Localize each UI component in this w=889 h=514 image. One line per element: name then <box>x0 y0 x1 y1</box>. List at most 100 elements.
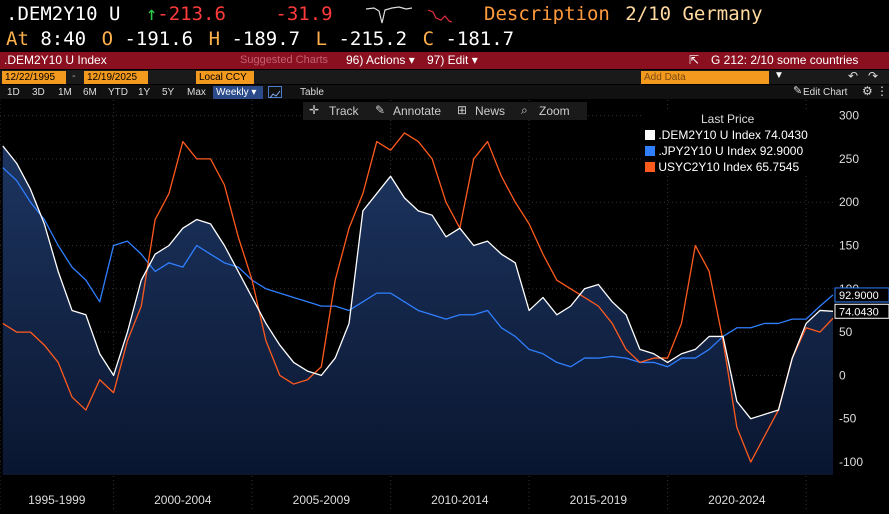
close-value: -181.7 <box>445 28 515 50</box>
zoom-button[interactable]: Zoom <box>539 104 570 118</box>
last-value-tag-label: 74.0430 <box>839 306 879 318</box>
description-value: 2/10 Germany <box>625 3 763 25</box>
description-label: Description <box>484 3 610 25</box>
export-icon[interactable]: ⇱ <box>689 53 700 67</box>
last-value-tag-box <box>834 303 889 319</box>
last-value-tag: 92.9000 <box>834 287 889 303</box>
date-separator: - <box>72 70 76 82</box>
settings-gear-icon[interactable]: ⚙ <box>862 84 873 98</box>
x-tick-label: 2020-2024 <box>708 493 766 507</box>
range-toolbar: 1D 3D 1M 6M YTD 1Y 5Y Max Weekly ▾ Table… <box>0 84 889 99</box>
price-chart[interactable]: 300250200150100500-50-100 1995-19992000-… <box>0 100 889 509</box>
last-value-tag: 74.0430 <box>834 303 889 319</box>
series-line-2 <box>2 132 834 463</box>
y-tick-label: 200 <box>839 195 859 209</box>
annotate-icon[interactable]: ✎ <box>375 103 386 117</box>
page-title: G 212: 2/10 some countries <box>711 53 859 67</box>
legend-item-dem: .DEM2Y10 U Index 74.0430 <box>645 128 808 142</box>
high-label: H <box>208 28 221 50</box>
y-tick-label: 250 <box>839 152 859 166</box>
security-bar: .DEM2Y10 U Index Suggested Charts 96) Ac… <box>0 52 889 69</box>
range-1y[interactable]: 1Y <box>138 87 151 98</box>
more-options-icon[interactable]: ⋮ <box>876 84 888 98</box>
series-line-0 <box>2 145 834 420</box>
edit-menu[interactable]: 97) Edit ▾ <box>427 53 478 67</box>
edit-chart-icon[interactable]: ✎ <box>793 85 803 97</box>
table-button[interactable]: Table <box>300 87 324 98</box>
news-icon[interactable]: ⊞ <box>457 103 468 117</box>
crosshair-icon[interactable]: ✛ <box>309 103 320 117</box>
y-tick-label: 0 <box>839 368 846 382</box>
chart-series <box>2 132 834 475</box>
mini-sparkline-white <box>365 3 413 30</box>
net-change: -31.9 <box>275 3 333 25</box>
legend-value-dem: 74.0430 <box>764 128 808 142</box>
y-tick-label: 300 <box>839 109 859 123</box>
range-5y[interactable]: 5Y <box>162 87 175 98</box>
mini-sparkline-red <box>427 6 453 29</box>
last-price: -213.6 <box>157 3 226 25</box>
add-data-input[interactable]: Add Data <box>641 71 769 84</box>
low-label: L <box>315 28 328 50</box>
x-tick-label: 1995-1999 <box>28 493 86 507</box>
last-value-tag-box <box>834 287 889 303</box>
security-index-field[interactable]: .DEM2Y10 U Index <box>4 53 107 67</box>
up-arrow-icon: ↑ <box>145 3 158 25</box>
x-tick-label: 2005-2009 <box>293 493 351 507</box>
ticker: .DEM2Y10 U <box>6 3 121 25</box>
y-tick-label: -50 <box>839 412 857 426</box>
zoom-icon[interactable]: ⌕ <box>521 103 528 117</box>
undo-icon[interactable]: ↶ <box>848 69 859 83</box>
open-label: O <box>101 28 114 50</box>
x-tick-label: 2000-2004 <box>154 493 212 507</box>
range-ytd[interactable]: YTD <box>108 87 128 98</box>
redo-icon[interactable]: ↷ <box>868 69 879 83</box>
high-value: -189.7 <box>231 28 301 50</box>
open-value: -191.6 <box>124 28 194 50</box>
x-axis: 1995-1999 2000-2004 2005-2009 2010-2014 2015… <box>28 493 766 507</box>
start-date-input[interactable]: 12/22/1995 <box>2 71 66 84</box>
quote-row-1: .DEM2Y10 U ↑-213.6 -31.9 <box>6 3 333 25</box>
range-1m[interactable]: 1M <box>58 87 72 98</box>
range-1d[interactable]: 1D <box>7 87 20 98</box>
chart-tools: ✛ Track ✎ Annotate ⊞ News ⌕ Zoom <box>303 102 587 120</box>
suggested-charts-menu[interactable]: Suggested Charts <box>240 54 329 66</box>
legend-item-jpy: .JPY2Y10 U Index 92.9000 <box>645 144 803 158</box>
legend-value-usyc: 65.7545 <box>755 160 800 174</box>
quote-header: .DEM2Y10 U ↑-213.6 -31.9 Description 2/1… <box>0 0 889 52</box>
range-6m[interactable]: 6M <box>83 87 97 98</box>
y-tick-label: -100 <box>839 455 863 469</box>
range-max[interactable]: Max <box>187 87 206 98</box>
chart-canvas[interactable]: 300250200150100500-50-100 1995-19992000-… <box>0 100 889 509</box>
end-date-input[interactable]: 12/19/2025 <box>84 71 148 84</box>
legend: Last Price .DEM2Y10 U Index 74.0430 .JPY… <box>641 110 833 176</box>
legend-value-jpy: 92.9000 <box>759 144 804 158</box>
legend-name-usyc: USYC2Y10 Index <box>658 160 753 174</box>
frequency-select[interactable]: Weekly ▾ <box>213 86 263 99</box>
line-chart-icon[interactable] <box>268 86 282 99</box>
y-tick-label: 50 <box>839 325 853 339</box>
legend-swatch-usyc <box>645 162 655 172</box>
at-label: At <box>6 28 29 50</box>
legend-swatch-jpy <box>645 146 655 156</box>
x-tick-label: 2015-2019 <box>570 493 628 507</box>
legend-title: Last Price <box>701 112 755 126</box>
close-label: C <box>422 28 435 50</box>
x-tick-label: 2010-2014 <box>431 493 489 507</box>
legend-name-dem: .DEM2Y10 U Index <box>658 128 762 142</box>
news-button[interactable]: News <box>475 104 506 118</box>
currency-select[interactable]: Local CCY <box>196 71 254 84</box>
legend-swatch-dem <box>645 130 655 140</box>
dropdown-arrow-icon[interactable]: ▼ <box>774 70 784 81</box>
quote-time: 8:40 <box>40 28 87 50</box>
annotate-button[interactable]: Annotate <box>393 104 442 118</box>
edit-chart-button[interactable]: Edit Chart <box>803 87 848 98</box>
track-button[interactable]: Track <box>329 104 359 118</box>
range-3d[interactable]: 3D <box>32 87 45 98</box>
last-value-tags: 92.9000 74.0430 <box>834 287 889 319</box>
description: Description 2/10 Germany <box>484 3 763 25</box>
quote-row-2: At 8:40 O -191.6 H -189.7 L -215.2 C -18… <box>6 28 514 50</box>
legend-name-jpy: .JPY2Y10 U Index <box>658 144 757 158</box>
actions-menu[interactable]: 96) Actions ▾ <box>346 53 415 67</box>
legend-item-usyc: USYC2Y10 Index 65.7545 <box>645 160 799 174</box>
